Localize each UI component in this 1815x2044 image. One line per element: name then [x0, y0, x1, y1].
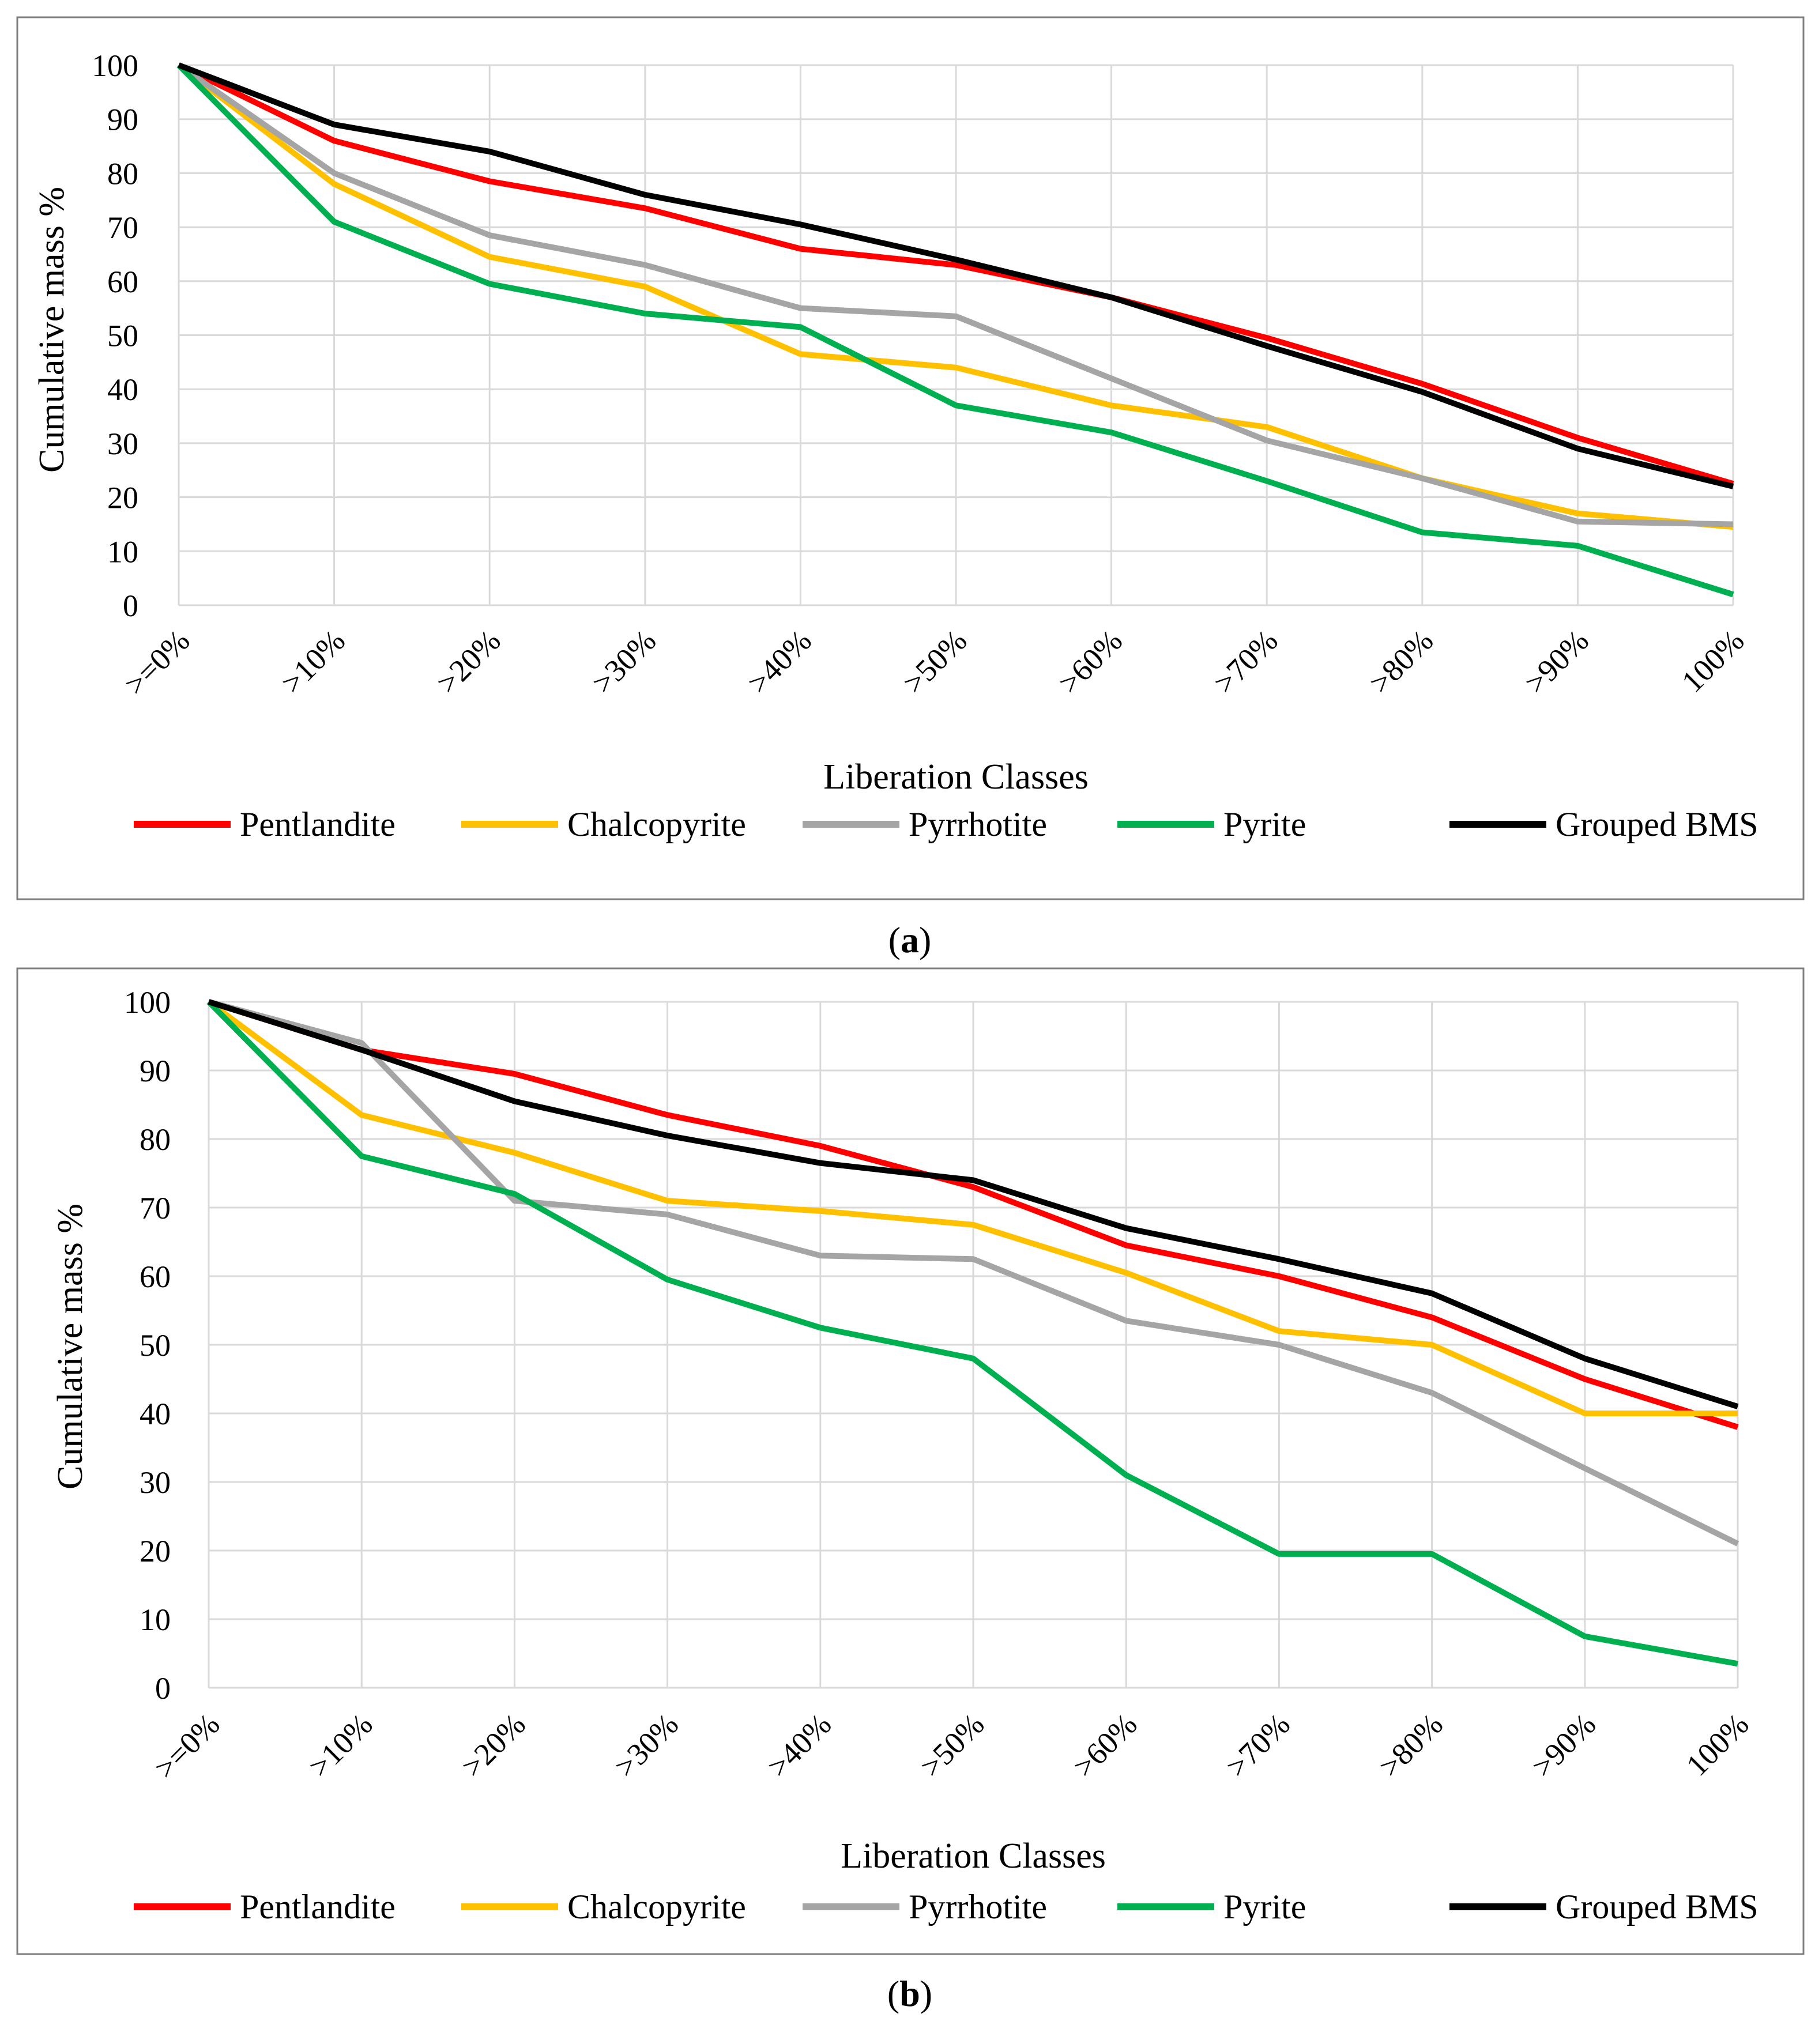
legend-a: Pentlandite Chalcopyrite Pyrrhotite Pyrite G…: [134, 805, 1758, 843]
y-tick-label-60: 60: [107, 265, 138, 299]
y-tick-label-20: 20: [140, 1534, 171, 1568]
y-tick-label-10: 10: [107, 534, 138, 569]
y-tick-label-30: 30: [107, 427, 138, 461]
chart-frame-b: [16, 967, 1805, 1955]
series-line-pyrite-b: [206, 1000, 1738, 1667]
legend-label-grouped-bms-a: Grouped BMS: [1556, 805, 1758, 843]
y-axis-title-b: Cumulative mass %: [51, 1204, 90, 1489]
y-tick-label-40: 40: [107, 372, 138, 407]
y-tick-label-90: 90: [107, 103, 138, 137]
caption-a: (a): [888, 919, 932, 960]
y-tick-label-0: 0: [155, 1671, 171, 1706]
y-tick-label-90: 90: [140, 1054, 171, 1088]
caption-b: (b): [887, 1973, 932, 2014]
series-line-pyrite-a: [176, 63, 1734, 598]
series-line-pentlandite-a: [177, 62, 1734, 487]
series-line-chalcopyrite-b: [207, 999, 1738, 1416]
y-tick-label-30: 30: [140, 1465, 171, 1500]
y-axis-title-a: Cumulative mass %: [32, 187, 71, 473]
legend-label-grouped-bms-b: Grouped BMS: [1556, 1888, 1758, 1926]
y-tick-label-50: 50: [140, 1328, 171, 1363]
y-tick-label-80: 80: [107, 156, 138, 191]
y-tick-label-80: 80: [140, 1122, 171, 1157]
chart-frame-a: [16, 16, 1805, 900]
legend-label-pyrite-b: Pyrite: [1223, 1888, 1306, 1926]
legend-label-pyrrhotite-b: Pyrrhotite: [909, 1888, 1047, 1926]
series-line-pyrrhotite-b: [208, 999, 1739, 1547]
series-line-grouped-bms-a: [178, 62, 1734, 489]
y-tick-label-40: 40: [140, 1397, 171, 1431]
series-line-pentlandite-b: [208, 999, 1739, 1430]
y-tick-label-20: 20: [107, 481, 138, 515]
x-axis-title-b: Liberation Classes: [841, 1836, 1106, 1876]
y-tick-label-10: 10: [140, 1602, 171, 1637]
y-tick-label-50: 50: [107, 319, 138, 353]
y-tick-label-60: 60: [140, 1259, 171, 1294]
legend-label-pyrite-a: Pyrite: [1223, 805, 1306, 843]
y-tick-label-100: 100: [124, 985, 171, 1020]
legend-label-chalcopyrite-a: Chalcopyrite: [567, 805, 746, 843]
x-axis-title-a: Liberation Classes: [823, 757, 1089, 797]
legend-label-pyrrhotite-a: Pyrrhotite: [909, 805, 1047, 843]
y-tick-label-70: 70: [140, 1191, 171, 1225]
y-tick-label-70: 70: [107, 210, 138, 245]
legend-b: Pentlandite Chalcopyrite Pyrrhotite Pyrite G…: [134, 1888, 1758, 1926]
legend-label-chalcopyrite-b: Chalcopyrite: [567, 1888, 746, 1926]
legend-label-pentlandite-b: Pentlandite: [240, 1888, 396, 1926]
legend-label-pentlandite-a: Pentlandite: [240, 805, 396, 843]
series-line-grouped-bms-b: [208, 999, 1739, 1409]
y-tick-label-0: 0: [123, 589, 138, 623]
y-tick-label-100: 100: [92, 48, 138, 83]
series-line-pyrrhotite-a: [177, 62, 1734, 527]
